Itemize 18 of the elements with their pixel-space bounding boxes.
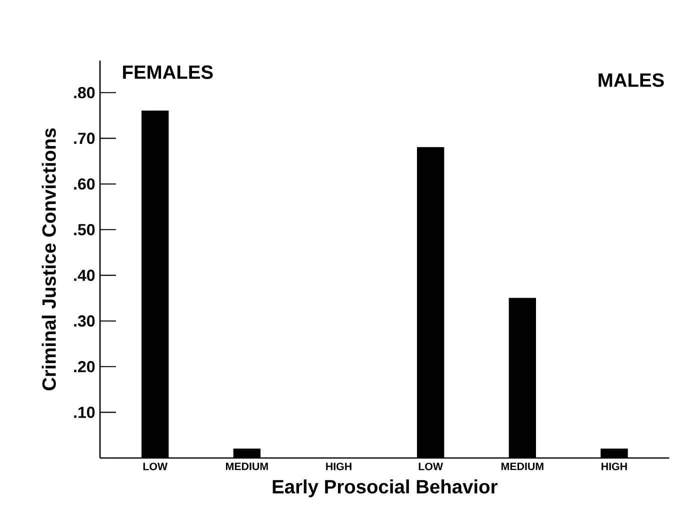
x-axis-title: Early Prosocial Behavior — [272, 479, 498, 498]
x-tick-label: LOW — [418, 462, 444, 470]
y-tick-label: .60 — [74, 178, 95, 190]
y-axis-title: Criminal Justice Convictions — [42, 128, 56, 390]
x-tick-label: HIGH — [326, 462, 352, 470]
y-tick-label: .20 — [74, 360, 95, 372]
y-tick-label: .50 — [74, 224, 95, 236]
annotation: FEMALES — [123, 65, 213, 79]
annotation: MALES — [598, 73, 664, 87]
y-tick-label: .80 — [74, 86, 95, 98]
x-tick-label: MEDIUM — [226, 462, 268, 470]
y-tick-label: .30 — [74, 315, 95, 327]
y-tick-label: .70 — [74, 132, 95, 144]
x-tick-label: MEDIUM — [501, 462, 544, 470]
x-tick-label: HIGH — [602, 462, 627, 470]
y-tick-label: .10 — [74, 406, 95, 418]
x-tick-label: LOW — [143, 462, 168, 470]
y-tick-label: .40 — [74, 270, 95, 281]
